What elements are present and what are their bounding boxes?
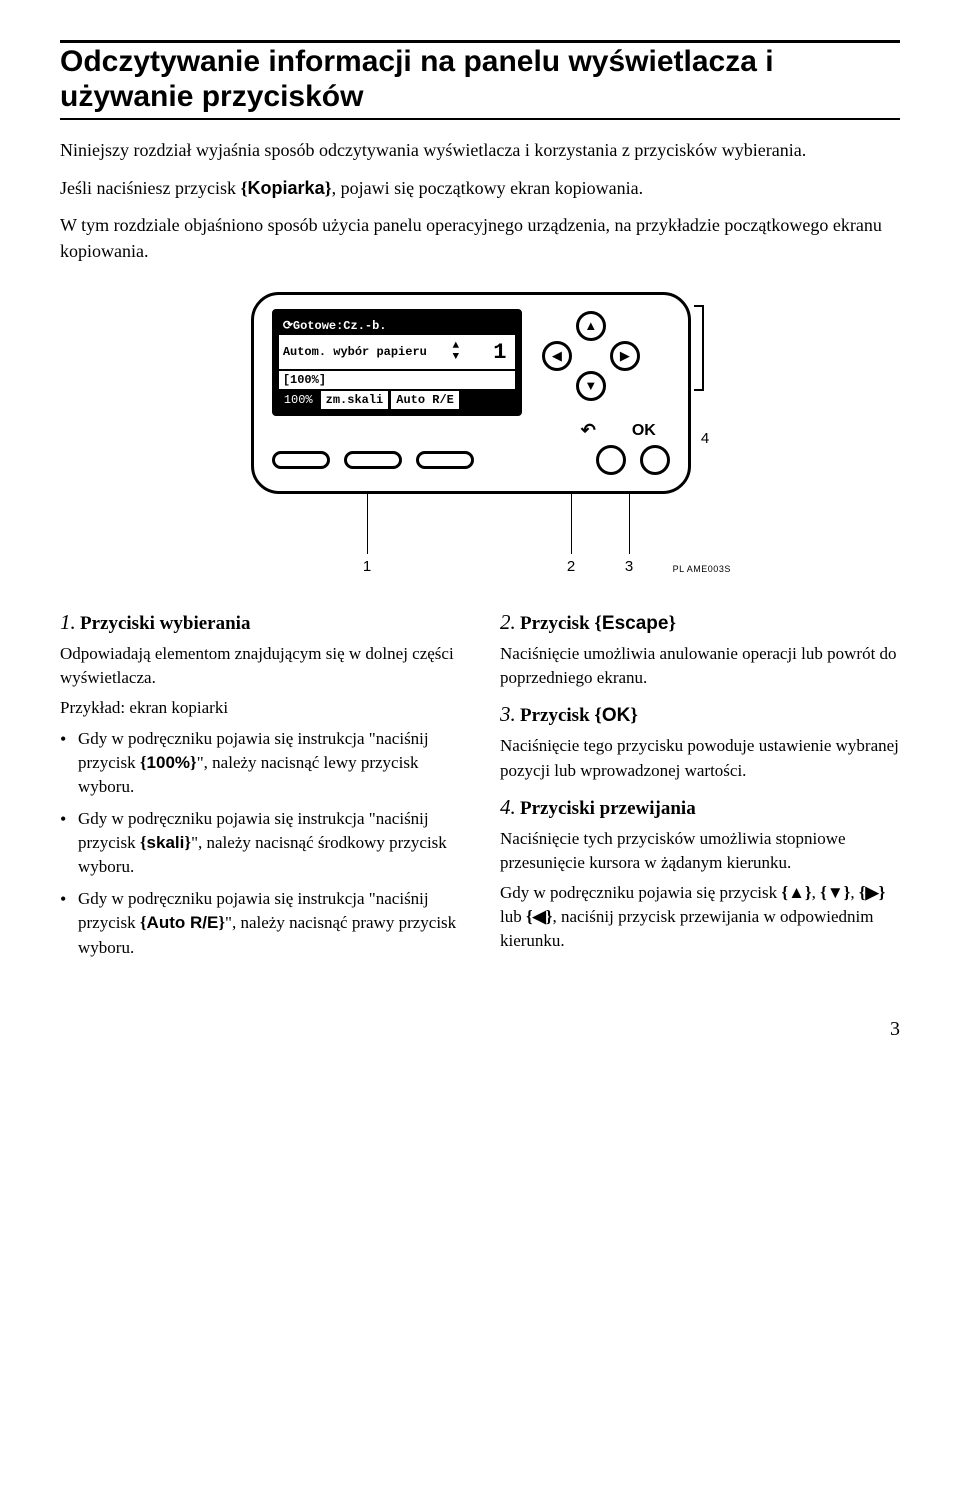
- intro-paragraph-2: Jeśli naciśniesz przycisk {Kopiarka}, po…: [60, 176, 900, 202]
- scroll-down-button[interactable]: ▼: [576, 371, 606, 401]
- page-number: 3: [60, 1018, 900, 1041]
- right-column: 2. Przycisk {Escape} Naciśnięcie umożliw…: [500, 602, 900, 967]
- select-button-middle[interactable]: [344, 451, 402, 469]
- para-4b: Gdy w podręczniku pojawia się przycisk {…: [500, 881, 900, 953]
- select-button-right[interactable]: [416, 451, 474, 469]
- para-1a: Odpowiadają elementom znajdującym się w …: [60, 642, 460, 690]
- scroll-up-button[interactable]: ▲: [576, 311, 606, 341]
- scroll-left-button[interactable]: ◀: [542, 341, 572, 371]
- callout-4-label: 4: [701, 430, 709, 447]
- heading-2: 2. Przycisk {Escape}: [500, 608, 900, 638]
- para-3: Naciśnięcie tego przycisku powoduje usta…: [500, 734, 900, 782]
- para-4a: Naciśnięcie tych przycisków umożliwia st…: [500, 827, 900, 875]
- heading-4: 4. Przyciski przewijania: [500, 793, 900, 823]
- panel-diagram: ⟳Gotowe:Cz.-b. Autom. wybór papieru ▲▼ 1…: [60, 292, 900, 584]
- heading-3: 3. Przycisk {OK}: [500, 700, 900, 730]
- ok-button[interactable]: [640, 445, 670, 475]
- dpad: ▲ ◀ ▶ ▼: [536, 313, 646, 403]
- heading-1: 1. Przyciski wybierania: [60, 608, 460, 638]
- ok-label: OK: [632, 422, 656, 440]
- escape-button[interactable]: [596, 445, 626, 475]
- select-button-left[interactable]: [272, 451, 330, 469]
- callout-4-bracket: [694, 305, 704, 391]
- figure-code: PL AME003S: [673, 564, 731, 574]
- page-title: Odczytywanie informacji na panelu wyświe…: [60, 45, 900, 114]
- title-rule-bottom: [60, 118, 900, 120]
- left-column: 1. Przyciski wybierania Odpowiadają elem…: [60, 602, 460, 967]
- scroll-right-button[interactable]: ▶: [610, 341, 640, 371]
- bullet-2: Gdy w podręczniku pojawia się instrukcja…: [60, 807, 460, 879]
- bullet-1: Gdy w podręczniku pojawia się instrukcja…: [60, 727, 460, 799]
- callout-guides: 1 2 3 PL AME003S: [251, 494, 691, 584]
- lcd-screen: ⟳Gotowe:Cz.-b. Autom. wybór papieru ▲▼ 1…: [272, 309, 522, 416]
- title-rule-top: [60, 40, 900, 43]
- escape-icon: ↶: [581, 420, 596, 441]
- para-2: Naciśnięcie umożliwia anulowanie operacj…: [500, 642, 900, 690]
- bullet-3: Gdy w podręczniku pojawia się instrukcja…: [60, 887, 460, 959]
- intro-paragraph-1: Niniejszy rozdział wyjaśnia sposób odczy…: [60, 138, 900, 164]
- para-1b: Przykład: ekran kopiarki: [60, 696, 460, 720]
- intro-paragraph-3: W tym rozdziale objaśniono sposób użycia…: [60, 213, 900, 264]
